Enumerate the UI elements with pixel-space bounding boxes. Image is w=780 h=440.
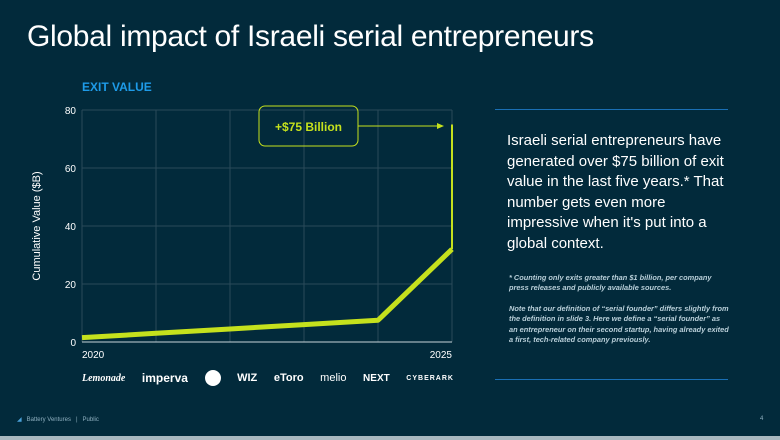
footnotes: * Counting only exits greater than $1 bi… (509, 273, 729, 345)
y-tick-label: 40 (65, 222, 77, 233)
divider (495, 109, 728, 110)
company-logos: Lemonade imperva WIZ eToro melio NEXT CY… (82, 370, 454, 386)
y-tick-label: 0 (70, 338, 76, 349)
logo-lemonade: Lemonade (82, 372, 126, 384)
chart-subtitle: EXIT VALUE (82, 80, 152, 94)
logo-imperva: imperva (141, 371, 188, 385)
footer-separator: | (75, 416, 78, 423)
logo-next: NEXT (363, 372, 390, 384)
battery-logo-icon: ◢ (17, 417, 22, 423)
footnote: * Counting only exits greater than $1 bi… (509, 273, 712, 293)
logo-etoro: eToro (273, 372, 304, 384)
body-text: Israeli serial entrepreneurs have genera… (507, 132, 724, 252)
logo-melio: melio (320, 372, 347, 384)
bottom-bar (0, 436, 780, 440)
page-title: Global impact of Israeli serial entrepre… (27, 20, 594, 53)
series-line (81, 247, 454, 341)
y-tick-label: 60 (65, 164, 77, 175)
x-tick-label: 2025 (430, 350, 453, 361)
logo-cyberark: CYBERARK (406, 374, 454, 382)
arrow-head-icon (437, 123, 444, 129)
footer-classification: Public (82, 416, 99, 423)
y-tick-label: 20 (65, 280, 77, 291)
exit-value-chart: Cumulative Value ($B) 0 20 40 60 80 2020 202… (31, 105, 454, 361)
footer-company: Battery Ventures (26, 416, 71, 423)
footer: ◢ Battery Ventures | Public (17, 416, 99, 424)
footnote: Note that our definition of “serial foun… (509, 303, 729, 345)
logo-wiz: WIZ (237, 372, 258, 384)
logo-gong (204, 370, 221, 386)
annotation-label: +$75 Billion (275, 120, 342, 134)
page-number: 4 (760, 416, 764, 422)
x-tick-label: 2020 (82, 350, 105, 361)
y-axis-label: Cumulative Value ($B) (31, 171, 43, 280)
divider (495, 379, 728, 380)
y-tick-label: 80 (65, 106, 77, 117)
